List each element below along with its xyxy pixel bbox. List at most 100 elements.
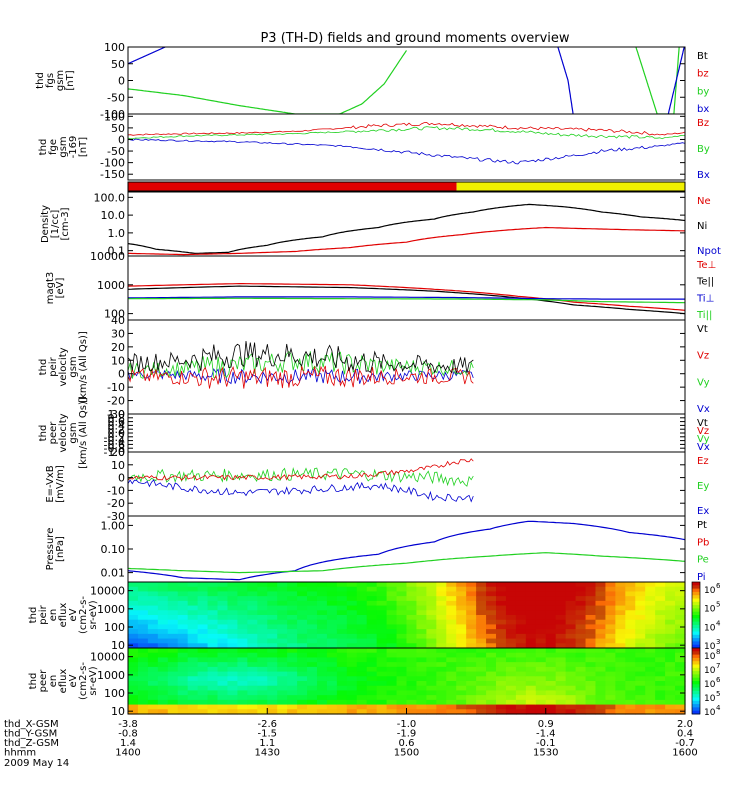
spectrogram-cell [446,671,457,677]
spectrogram-cell [426,709,437,715]
legend-label: bz [697,69,709,80]
spectrogram-cell [197,699,209,706]
spectrogram-cell [257,709,268,715]
spectrogram-cell [496,629,507,635]
spectrogram-cell [197,676,209,682]
spectrogram-cell [436,652,447,659]
spectrogram-cell [406,596,418,602]
spectrogram-cell [595,638,607,644]
y-tick-label: 0.01 [101,567,126,580]
spectrogram-cell [665,629,676,635]
spectrogram-cell [376,685,388,692]
spectrogram-cell [565,695,577,701]
spectrogram-cell [585,704,597,710]
spectrogram-cell [177,662,189,668]
spectrogram-cell [346,600,358,607]
spectrogram-cell [476,624,487,630]
spectrogram-cell [137,633,149,640]
spectrogram-cell [376,695,388,701]
spectrogram-cell [595,619,607,626]
series-line [128,283,685,311]
spectrogram-cell [575,676,587,682]
spectrogram-cell [227,652,239,659]
spectrogram-cell [466,690,477,696]
spectrogram-cell [615,615,626,621]
spectrogram-cell [386,704,398,710]
y-axis-label: [km/s (All Qs)] [78,397,89,469]
spectrogram-cell [635,666,646,673]
spectrogram-cell [297,676,308,682]
spectrogram-cell [645,610,656,616]
spectrogram-cell [545,591,557,597]
y-tick-label: 0 [118,133,125,146]
spectrogram-cell [167,629,179,635]
spectrogram-cell [197,709,209,715]
spectrogram-cell [565,591,577,597]
spectrogram-cell [356,596,368,602]
spectrogram-cell [476,619,487,626]
spectrogram-cell [167,657,179,663]
colorbar-cell [692,687,700,692]
spectrogram-cell [287,671,298,677]
spectrogram-cell [635,657,646,663]
spectrogram-cell [386,695,398,701]
spectrogram-cell [207,586,219,593]
spectrogram-cell [197,648,209,654]
spectrogram-cell [227,605,239,611]
spectrogram-cell [466,624,477,630]
y-axis-label: gsm [68,356,79,377]
spectrogram-cell [157,638,169,644]
spectrogram-cell [346,662,358,668]
spectrogram-cell [297,586,308,593]
spectrogram-cell [486,582,497,588]
legend-label: Ne [697,196,711,207]
spectrogram-cell [436,582,447,588]
legend-label: Bt [697,51,708,62]
spectrogram-cell [625,600,636,607]
spectrogram-cell [665,600,676,607]
spectrogram-cell [645,676,656,682]
spectrogram-cell [346,690,358,696]
spectrogram-cell [605,591,616,597]
spectrogram-cell [486,695,497,701]
spectrogram-cell [496,600,507,607]
y-tick-label: 1.00 [101,519,126,532]
spectrogram-cell [635,586,646,593]
spectrogram-cell [147,591,159,597]
spectrogram-cell [316,600,328,607]
spectrogram-cell [555,681,567,687]
spectrogram-cell [396,629,408,635]
spectrogram-cell [436,615,447,621]
spectrogram-cell [476,690,487,696]
spectrogram-cell [595,600,607,607]
spectrogram-cell [237,648,248,654]
colorbar-cell [692,621,700,626]
y-tick-label: 10 [111,354,125,367]
spectrogram-cell [267,596,278,602]
spectrogram-cell [496,681,507,687]
colorbar-cell [692,638,700,642]
spectrogram-cell [137,676,149,682]
spectrogram-cell [436,633,447,640]
spectrogram-cell [336,586,348,593]
spectrogram-cell [605,657,616,663]
y-axis-label: peer [48,421,59,445]
spectrogram-cell [396,695,408,701]
spectrogram-cell [595,662,607,668]
spectrogram-cell [416,591,427,597]
spectrogram-cell [645,662,656,668]
spectrogram-cell [177,704,189,710]
spectrogram-cell [665,681,676,687]
spectrogram-cell [316,633,328,640]
spectrogram-cell [476,662,487,668]
spectrogram-cell [595,633,607,640]
spectrogram-cell [595,591,607,597]
y-tick-label: 30 [111,327,125,340]
spectrogram-cell [207,615,219,621]
spectrogram-cell [396,699,408,706]
spectrogram-cell [137,662,149,668]
spectrogram-cell [645,643,656,649]
spectrogram-cell [307,643,318,649]
spectrogram-cell [128,690,139,696]
